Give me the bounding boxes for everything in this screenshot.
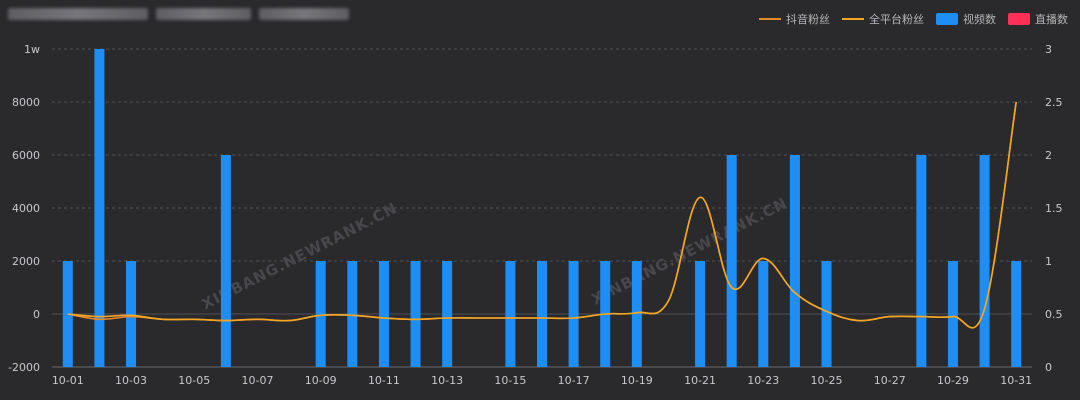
chart-legend: 抖音粉丝 全平台粉丝 视频数 直播数 bbox=[759, 11, 1068, 27]
x-axis-tick-label: 10-17 bbox=[558, 374, 590, 387]
video-count-bar bbox=[726, 155, 737, 367]
left-axis-tick-label: 1w bbox=[24, 43, 40, 56]
legend-label: 全平台粉丝 bbox=[869, 13, 924, 26]
fan-lines bbox=[67, 101, 1017, 329]
left-axis-ticks: -2000 0 2000 4000 6000 8000 1w bbox=[8, 43, 40, 374]
legend-label: 视频数 bbox=[963, 13, 996, 26]
blurred-title-segment bbox=[156, 8, 251, 20]
legend-item-douyin-fans[interactable]: 抖音粉丝 bbox=[759, 11, 830, 27]
left-axis-tick-label: 2000 bbox=[12, 255, 40, 268]
video-count-bars bbox=[62, 49, 1022, 367]
video-count-bar bbox=[695, 261, 706, 367]
legend-swatch bbox=[759, 18, 781, 20]
x-axis-tick-label: 10-07 bbox=[241, 374, 273, 387]
left-axis-tick-label: 8000 bbox=[12, 96, 40, 109]
video-count-bar bbox=[758, 261, 769, 367]
x-axis-tick-label: 10-13 bbox=[431, 374, 463, 387]
video-count-bar bbox=[1011, 261, 1022, 367]
all-platform-fans-line bbox=[67, 101, 1017, 329]
video-count-bar bbox=[315, 261, 326, 367]
left-axis-tick-label: 4000 bbox=[12, 202, 40, 215]
video-count-bar bbox=[94, 49, 105, 367]
x-axis-tick-label: 10-31 bbox=[1000, 374, 1032, 387]
video-count-bar bbox=[789, 155, 800, 367]
right-axis-ticks: 0 0.5 1 1.5 2 2.5 3 bbox=[1045, 43, 1063, 374]
x-axis-tick-label: 10-23 bbox=[747, 374, 779, 387]
x-axis-tick-label: 10-29 bbox=[937, 374, 969, 387]
video-count-bar bbox=[220, 155, 231, 367]
legend-swatch bbox=[842, 18, 864, 20]
blurred-title-segment bbox=[259, 8, 349, 20]
video-count-bar bbox=[821, 261, 832, 367]
video-count-bar bbox=[442, 261, 453, 367]
x-axis-tick-label: 10-15 bbox=[494, 374, 526, 387]
legend-item-lives[interactable]: 直播数 bbox=[1008, 11, 1068, 27]
right-axis-tick-label: 1 bbox=[1045, 255, 1052, 268]
x-axis-tick-label: 10-09 bbox=[305, 374, 337, 387]
x-axis-tick-label: 10-05 bbox=[178, 374, 210, 387]
right-axis-tick-label: 2 bbox=[1045, 149, 1052, 162]
video-count-bar bbox=[410, 261, 421, 367]
right-axis-tick-label: 1.5 bbox=[1045, 202, 1063, 215]
legend-item-all-platform-fans[interactable]: 全平台粉丝 bbox=[842, 11, 924, 27]
x-axis-tick-label: 10-21 bbox=[684, 374, 716, 387]
video-count-bar bbox=[631, 261, 642, 367]
legend-label: 抖音粉丝 bbox=[786, 13, 830, 26]
legend-label: 直播数 bbox=[1035, 13, 1068, 26]
legend-swatch bbox=[1008, 13, 1030, 25]
video-count-bar bbox=[537, 261, 547, 367]
x-axis-tick-label: 10-03 bbox=[115, 374, 147, 387]
x-axis-tick-label: 10-27 bbox=[874, 374, 906, 387]
video-count-bar bbox=[979, 155, 990, 367]
video-count-bar bbox=[505, 261, 516, 367]
video-count-bar bbox=[378, 261, 389, 367]
blurred-title bbox=[8, 8, 349, 20]
x-axis-tick-label: 10-01 bbox=[52, 374, 84, 387]
x-axis-ticks: 10-01 10-03 10-05 10-07 10-09 10-11 10-13 10-15… bbox=[52, 374, 1032, 387]
video-count-bar bbox=[568, 261, 579, 367]
video-count-bar bbox=[126, 261, 137, 367]
x-axis-tick-label: 10-11 bbox=[368, 374, 400, 387]
video-count-bar bbox=[347, 261, 358, 367]
blurred-title-segment bbox=[8, 8, 148, 20]
left-axis-tick-label: -2000 bbox=[8, 361, 40, 374]
video-count-bar bbox=[947, 261, 958, 367]
legend-item-videos[interactable]: 视频数 bbox=[936, 11, 996, 27]
video-count-bar bbox=[916, 155, 927, 367]
right-axis-tick-label: 3 bbox=[1045, 43, 1052, 56]
left-axis-tick-label: 6000 bbox=[12, 149, 40, 162]
right-axis-tick-label: 0.5 bbox=[1045, 308, 1063, 321]
left-axis-tick-label: 0 bbox=[33, 308, 40, 321]
legend-swatch bbox=[936, 13, 958, 25]
x-axis-tick-label: 10-19 bbox=[621, 374, 653, 387]
x-axis-tick-label: 10-25 bbox=[811, 374, 843, 387]
right-axis-tick-label: 0 bbox=[1045, 361, 1052, 374]
right-axis-tick-label: 2.5 bbox=[1045, 96, 1063, 109]
